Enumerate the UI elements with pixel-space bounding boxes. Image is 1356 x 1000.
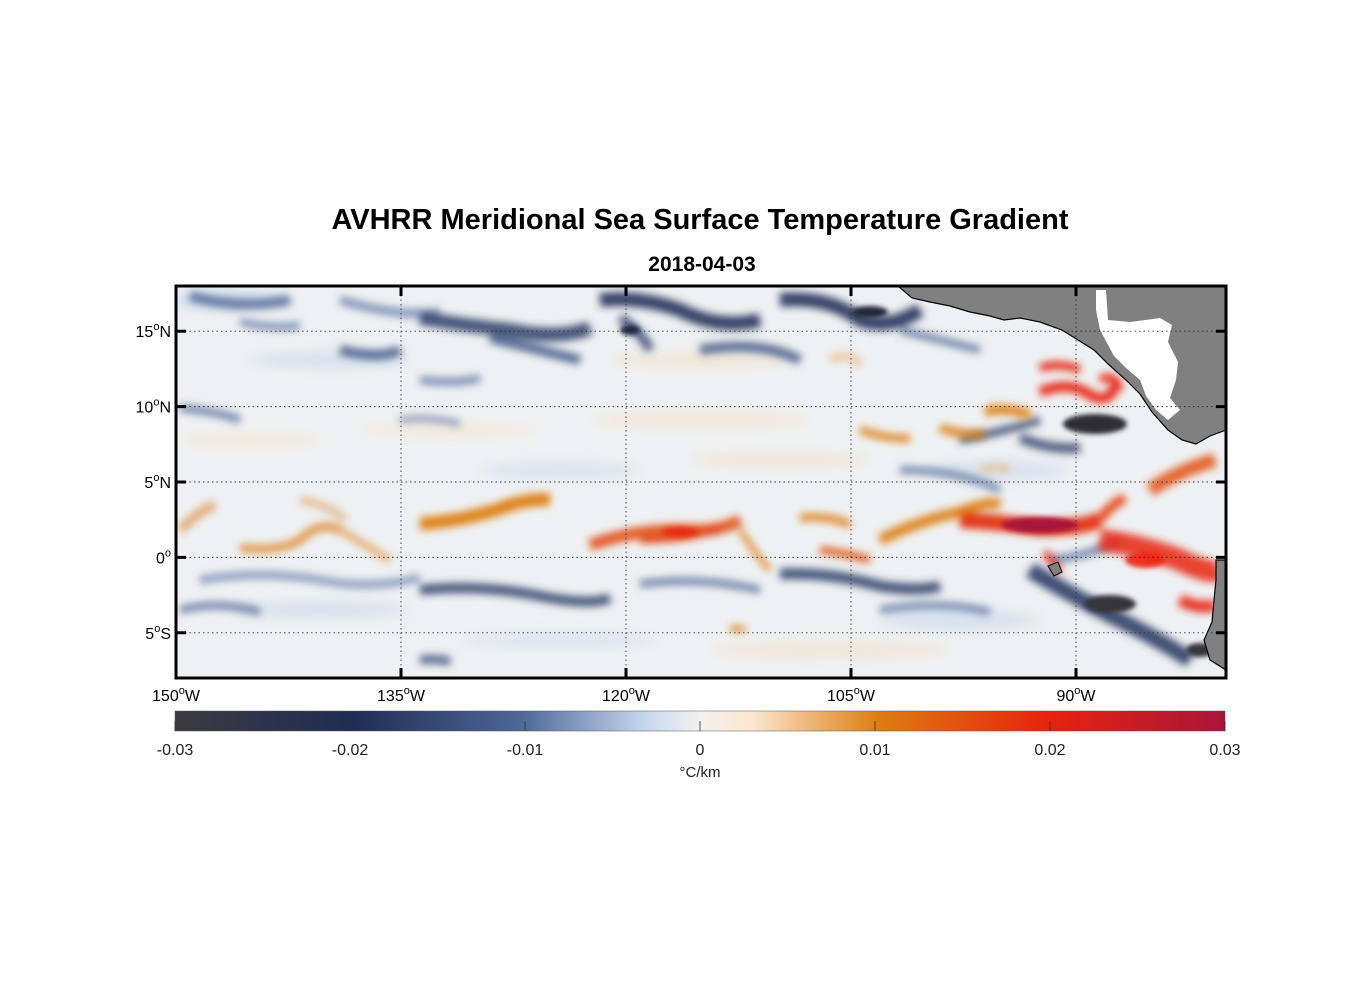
colorbar-tick-label: 0.03 <box>1209 742 1240 759</box>
axis-ticks: 150oW 135oW 120oW 105oW 90oW 15oN 10oN 5oN 0o 5oS <box>136 286 1226 705</box>
land-mass <box>897 286 1226 671</box>
lon-tick-label: 105oW <box>827 685 876 705</box>
chart-title: AVHRR Meridional Sea Surface Temperature… <box>331 204 1069 236</box>
lon-tick-label: 150oW <box>152 685 201 705</box>
colorbar-tick-label: -0.02 <box>332 742 369 759</box>
colorbar-tick-label: 0.02 <box>1034 742 1065 759</box>
colorbar-tick-label: -0.03 <box>157 742 194 759</box>
lat-tick-label: 15oN <box>136 321 171 341</box>
colorbar-unit: °C/km <box>679 764 721 781</box>
lat-tick-label: 10oN <box>136 397 171 417</box>
colorbar-tick-label: 0.01 <box>859 742 890 759</box>
sst-gradient-field <box>176 286 1226 678</box>
colorbar-tick-label: 0 <box>696 742 705 759</box>
chart-subtitle: 2018-04-03 <box>648 253 756 276</box>
lon-tick-label: 120oW <box>602 685 651 705</box>
lat-tick-label: 5oS <box>145 623 171 643</box>
colorbar-tick-label: -0.01 <box>507 742 544 759</box>
lon-tick-label: 90oW <box>1056 685 1096 705</box>
lat-tick-label: 5oN <box>144 472 171 492</box>
colorbar-ticks: -0.03 -0.02 -0.01 0 0.01 0.02 0.03 <box>157 721 1241 759</box>
lat-tick-label: 0o <box>156 547 171 567</box>
lon-tick-label: 135oW <box>377 685 426 705</box>
